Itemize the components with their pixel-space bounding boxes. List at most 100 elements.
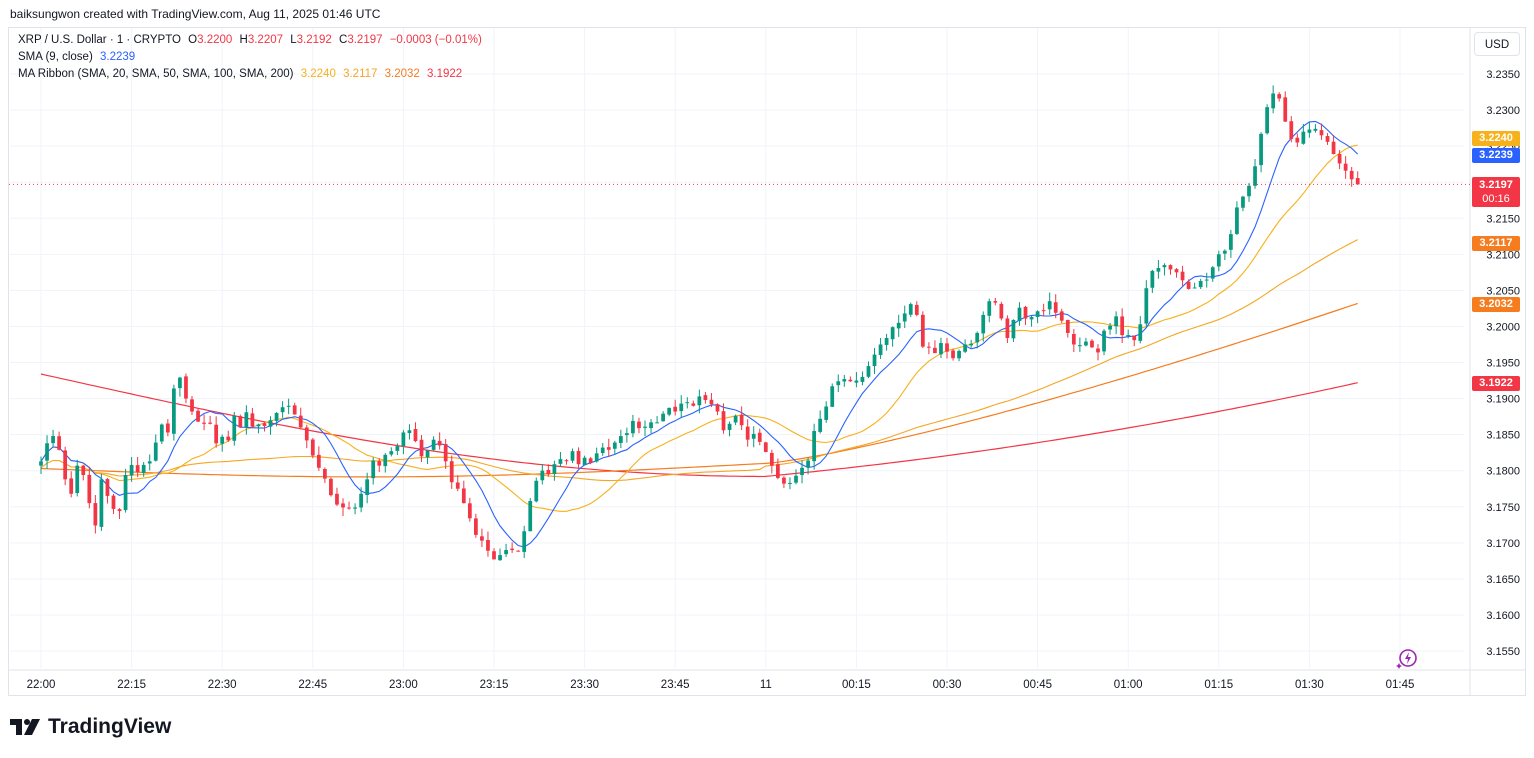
candle-body bbox=[794, 475, 798, 483]
candle-body bbox=[129, 464, 134, 476]
candle-body bbox=[1343, 163, 1348, 171]
x-tick-label: 01:00 bbox=[1114, 679, 1143, 691]
price-chart[interactable]: 3.23503.23003.22503.22003.21503.21003.20… bbox=[9, 28, 1525, 695]
candle-body bbox=[727, 423, 732, 430]
candle-body bbox=[353, 507, 357, 509]
candle-body bbox=[202, 422, 206, 424]
candle-body bbox=[178, 377, 182, 389]
candle-body bbox=[1247, 185, 1251, 197]
candle-body bbox=[1102, 330, 1106, 352]
tradingview-logo-icon bbox=[10, 719, 40, 735]
candle-body bbox=[715, 404, 720, 412]
candle-body bbox=[721, 411, 726, 431]
candle-body bbox=[1144, 288, 1149, 324]
x-tick-label: 22:15 bbox=[117, 679, 146, 691]
candle-body bbox=[824, 406, 829, 420]
candle-body bbox=[1011, 319, 1016, 339]
x-tick-label: 01:30 bbox=[1295, 679, 1324, 691]
candle-body bbox=[1071, 334, 1076, 345]
candle-body bbox=[480, 536, 484, 541]
candle-body bbox=[184, 376, 188, 399]
currency-button[interactable]: USD bbox=[1474, 32, 1520, 56]
candle-body bbox=[292, 405, 297, 415]
tradingview-logo[interactable]: TradingView bbox=[10, 715, 171, 739]
candle-body bbox=[908, 304, 913, 315]
chart-frame[interactable]: 3.23503.23003.22503.22003.21503.21003.20… bbox=[8, 27, 1526, 696]
ribbon-legend: MA Ribbon (SMA, 20, SMA, 50, SMA, 100, S… bbox=[18, 68, 466, 80]
candle-body bbox=[1162, 265, 1167, 268]
candle-body bbox=[1295, 137, 1300, 143]
candle-body bbox=[492, 551, 496, 560]
candle-body bbox=[987, 301, 992, 316]
candle-body bbox=[625, 433, 629, 436]
candle-body bbox=[637, 421, 641, 429]
ribbon-value-50: 3.2117 bbox=[343, 68, 378, 80]
candle-body bbox=[763, 442, 768, 452]
candle-body bbox=[250, 413, 255, 427]
candle-body bbox=[1138, 324, 1143, 341]
candle-body bbox=[1114, 316, 1118, 327]
candle-body bbox=[1277, 94, 1282, 99]
candle-body bbox=[1259, 133, 1263, 166]
candle-body bbox=[395, 446, 400, 451]
candle-body bbox=[751, 433, 756, 439]
lightning-icon[interactable] bbox=[1395, 647, 1419, 671]
candle-body bbox=[51, 436, 55, 444]
sma-legend: SMA (9, close) 3.2239 bbox=[18, 51, 139, 63]
candle-body bbox=[1216, 254, 1221, 267]
candle-body bbox=[220, 436, 225, 444]
candle-body bbox=[371, 460, 376, 479]
y-tick-label: 3.2000 bbox=[1486, 321, 1520, 333]
ribbon-value-20: 3.2240 bbox=[300, 68, 336, 80]
candle-body bbox=[993, 301, 998, 303]
candle-body bbox=[323, 468, 327, 479]
bar-countdown: 00:16 bbox=[1482, 193, 1510, 205]
candle-body bbox=[504, 550, 508, 555]
candle-body bbox=[256, 424, 261, 427]
candle-body bbox=[1204, 279, 1209, 281]
ma50-price-badge: 3.2117 bbox=[1472, 236, 1520, 251]
candle-body bbox=[1222, 250, 1227, 254]
candle-body bbox=[1084, 341, 1088, 346]
candle-body bbox=[474, 518, 478, 535]
candle-body bbox=[1210, 267, 1215, 279]
candle-body bbox=[818, 418, 823, 432]
candle-body bbox=[703, 395, 708, 401]
candle-body bbox=[1283, 97, 1288, 122]
chart-credit: baiksungwon created with TradingView.com… bbox=[10, 7, 381, 21]
symbol-label[interactable]: XRP / U.S. Dollar · 1 · CRYPTO bbox=[18, 34, 181, 46]
candle-body bbox=[709, 399, 714, 405]
candle-body bbox=[673, 406, 678, 412]
candle-body bbox=[1241, 196, 1245, 208]
candle-body bbox=[87, 474, 92, 504]
candle-body bbox=[848, 379, 853, 382]
candle-body bbox=[606, 447, 611, 450]
candle-body bbox=[208, 422, 212, 424]
candle-body bbox=[190, 399, 194, 412]
candle-body bbox=[540, 470, 545, 481]
candle-body bbox=[1198, 280, 1203, 288]
candle-body bbox=[643, 426, 647, 428]
candle-body bbox=[679, 403, 684, 412]
ribbon-value-200: 3.1922 bbox=[427, 68, 463, 80]
candle-body bbox=[981, 314, 986, 334]
sma-value: 3.2239 bbox=[99, 51, 136, 63]
sma9-price-badge: 3.2239 bbox=[1472, 148, 1520, 163]
candle-body bbox=[812, 431, 816, 462]
y-tick-label: 3.2150 bbox=[1486, 213, 1520, 225]
candle-body bbox=[1156, 268, 1161, 272]
ribbon-label[interactable]: MA Ribbon (SMA, 20, SMA, 50, SMA, 100, S… bbox=[18, 68, 294, 80]
candle-body bbox=[975, 332, 980, 343]
candle-body bbox=[1229, 234, 1233, 250]
candle-body bbox=[1132, 335, 1137, 341]
x-tick-label: 23:00 bbox=[389, 679, 418, 691]
candle-body bbox=[214, 424, 219, 444]
candle-body bbox=[310, 439, 315, 456]
candle-body bbox=[232, 415, 237, 441]
candle-body bbox=[1041, 310, 1046, 312]
sma-label[interactable]: SMA (9, close) bbox=[18, 51, 93, 63]
candle-body bbox=[697, 396, 702, 406]
y-tick-label: 3.1900 bbox=[1486, 394, 1520, 406]
candle-body bbox=[280, 407, 285, 413]
candle-body bbox=[902, 313, 907, 322]
